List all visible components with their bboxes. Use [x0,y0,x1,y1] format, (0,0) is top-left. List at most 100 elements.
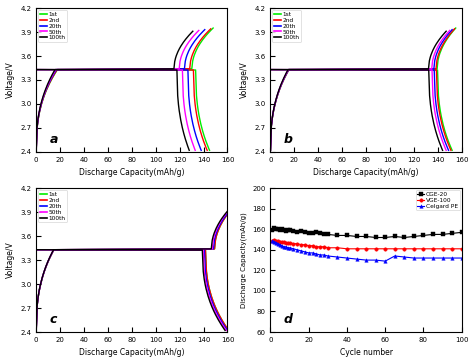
Celgard PE [430,256,436,260]
CGE-20 [440,232,446,237]
Celgard PE [373,258,378,262]
Celgard PE [277,242,283,247]
VGE-100 [275,238,281,243]
Celgard PE [335,255,340,259]
Y-axis label: Voltage/V: Voltage/V [6,242,15,278]
VGE-100 [430,246,436,251]
Celgard PE [310,251,315,255]
Celgard PE [420,256,426,260]
Celgard PE [302,250,308,254]
CGE-20 [321,232,327,237]
Celgard PE [440,256,446,260]
VGE-100 [270,238,275,243]
VGE-100 [363,246,369,251]
VGE-100 [459,246,465,251]
VGE-100 [272,237,277,242]
VGE-100 [302,242,308,247]
X-axis label: Discharge Capacity(mAh/g): Discharge Capacity(mAh/g) [79,348,184,358]
VGE-100 [285,240,291,245]
VGE-100 [287,240,292,245]
Y-axis label: Voltage/V: Voltage/V [6,62,15,98]
Text: a: a [50,133,58,146]
VGE-100 [325,246,331,250]
CGE-20 [272,226,277,231]
CGE-20 [373,235,378,240]
Celgard PE [344,256,350,260]
CGE-20 [281,228,287,232]
Celgard PE [298,249,304,253]
VGE-100 [298,242,304,247]
CGE-20 [291,229,296,233]
Celgard PE [325,254,331,258]
Celgard PE [392,254,398,258]
VGE-100 [344,246,350,251]
CGE-20 [392,234,398,238]
VGE-100 [420,246,426,251]
VGE-100 [310,244,315,248]
VGE-100 [306,244,311,248]
VGE-100 [321,245,327,249]
CGE-20 [363,234,369,238]
CGE-20 [273,227,279,232]
CGE-20 [277,228,283,232]
VGE-100 [273,238,279,243]
CGE-20 [287,228,292,232]
VGE-100 [335,246,340,250]
CGE-20 [310,231,315,236]
CGE-20 [430,232,436,237]
Celgard PE [449,256,455,260]
VGE-100 [401,246,407,251]
Celgard PE [411,256,417,260]
CGE-20 [294,230,300,234]
VGE-100 [373,246,378,251]
Celgard PE [401,255,407,259]
VGE-100 [392,246,398,251]
Celgard PE [291,246,296,251]
VGE-100 [283,240,289,245]
Celgard PE [363,258,369,262]
CGE-20 [335,233,340,238]
VGE-100 [354,246,359,251]
CGE-20 [270,228,275,232]
Legend: 1st, 2nd, 20th, 50th, 100th: 1st, 2nd, 20th, 50th, 100th [272,10,301,42]
CGE-20 [275,227,281,232]
VGE-100 [411,246,417,251]
Line: VGE-100: VGE-100 [271,238,464,250]
CGE-20 [401,235,407,240]
Text: c: c [50,313,57,326]
VGE-100 [294,241,300,246]
CGE-20 [306,231,311,236]
Legend: 1st, 2nd, 20th, 50th, 100th: 1st, 2nd, 20th, 50th, 100th [38,190,67,222]
VGE-100 [317,245,323,249]
Y-axis label: Discharge Capacity(mAh/g): Discharge Capacity(mAh/g) [240,212,246,308]
CGE-20 [285,228,291,232]
Celgard PE [317,253,323,257]
CGE-20 [283,229,289,233]
X-axis label: Cycle number: Cycle number [339,348,392,358]
Celgard PE [279,244,285,248]
CGE-20 [411,234,417,238]
Celgard PE [273,240,279,245]
Celgard PE [272,240,277,244]
Text: b: b [284,133,293,146]
CGE-20 [449,231,455,236]
VGE-100 [449,246,455,251]
Celgard PE [306,251,311,255]
Celgard PE [275,241,281,246]
CGE-20 [317,231,323,236]
Celgard PE [354,257,359,261]
VGE-100 [383,246,388,251]
CGE-20 [383,235,388,240]
Celgard PE [383,259,388,263]
VGE-100 [440,246,446,251]
CGE-20 [313,230,319,234]
VGE-100 [279,240,285,244]
Celgard PE [294,248,300,252]
Y-axis label: Voltage/V: Voltage/V [240,62,249,98]
Celgard PE [313,252,319,256]
Celgard PE [270,238,275,243]
VGE-100 [281,240,287,244]
Text: d: d [284,313,293,326]
CGE-20 [459,230,465,234]
X-axis label: Discharge Capacity(mAh/g): Discharge Capacity(mAh/g) [79,168,184,178]
